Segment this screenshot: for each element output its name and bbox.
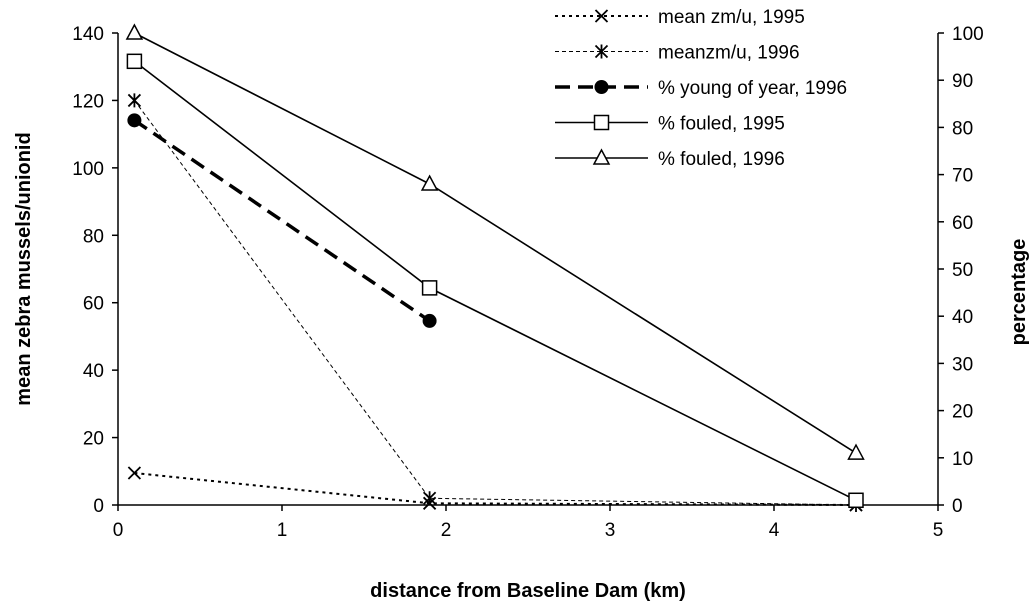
legend-entry: meanzm/u, 1996 [555, 43, 800, 64]
legend-marker [593, 114, 610, 131]
series-line [133, 118, 431, 323]
legend: mean zm/u, 1995 meanzm/u, 1996 % young of … [555, 7, 847, 170]
legend-entry: % fouled, 1996 [555, 148, 785, 170]
x-tick-label: 2 [441, 520, 452, 541]
legend-label: mean zm/u, 1995 [658, 7, 805, 28]
y-right-tick-label: 80 [952, 118, 973, 139]
y-left-tick-label: 140 [72, 24, 104, 45]
legend-marker [592, 148, 611, 165]
legend-label: % fouled, 1996 [658, 149, 785, 170]
y-right-tick-label: 30 [952, 354, 973, 375]
x-tick-label: 1 [277, 520, 288, 541]
data-point [125, 23, 144, 40]
y-right-tick-label: 90 [952, 71, 973, 92]
data-point [127, 113, 142, 128]
series-3 [127, 113, 437, 328]
legend-entry: mean zm/u, 1995 [555, 7, 805, 28]
x-tick-label: 0 [113, 520, 124, 541]
y-right-tick-label: 10 [952, 449, 973, 470]
legend-marker [594, 44, 609, 59]
x-tick-label: 4 [769, 520, 780, 541]
y-right-tick-label: 70 [952, 166, 973, 187]
legend-marker [594, 9, 609, 23]
legend-label: meanzm/u, 1996 [658, 43, 800, 64]
data-point [420, 174, 439, 191]
y-right-tick-label: 40 [952, 307, 973, 328]
series-4 [126, 53, 864, 509]
y-left-tick-label: 40 [83, 361, 104, 382]
y-left-tick-label: 120 [72, 91, 104, 112]
data-point [127, 93, 142, 108]
data-point [422, 313, 437, 328]
y-axis-right-label: percentage [1008, 239, 1030, 346]
series-group [125, 23, 865, 512]
x-tick-label: 3 [605, 520, 616, 541]
legend-label: % fouled, 1995 [658, 114, 785, 135]
y-left-tick-label: 100 [72, 159, 104, 180]
legend-entry: % young of year, 1996 [555, 78, 847, 99]
data-point [126, 53, 143, 70]
y-left-tick-label: 60 [83, 294, 104, 315]
series-2 [127, 93, 863, 512]
x-tick-label: 5 [933, 520, 944, 541]
axes [117, 33, 939, 506]
legend-entry: % fouled, 1995 [555, 114, 785, 135]
y-right-tick-label: 100 [952, 24, 984, 45]
x-axis-label: distance from Baseline Dam (km) [370, 580, 686, 602]
y-right-tick-label: 20 [952, 402, 973, 423]
series-5 [125, 23, 865, 460]
y-left-tick-label: 20 [83, 429, 104, 450]
data-point [422, 491, 437, 506]
y-left-tick-label: 80 [83, 226, 104, 247]
y-axis-left-label: mean zebra mussels/unionid [13, 132, 35, 405]
y-right-tick-label: 60 [952, 213, 973, 234]
y-left-tick-label: 0 [93, 496, 104, 517]
legend-marker [594, 80, 609, 94]
data-point [127, 466, 142, 480]
y-right-tick-label: 0 [952, 496, 963, 517]
ticks: 0 1 2 3 4 50204060801001201400102030405060708… [72, 24, 983, 541]
legend-label: % young of year, 1996 [658, 78, 847, 99]
series-line [133, 100, 857, 506]
data-point [421, 280, 438, 296]
data-point [848, 492, 864, 509]
series-line [134, 472, 857, 506]
data-point [847, 443, 865, 460]
y-right-tick-label: 50 [952, 260, 973, 281]
